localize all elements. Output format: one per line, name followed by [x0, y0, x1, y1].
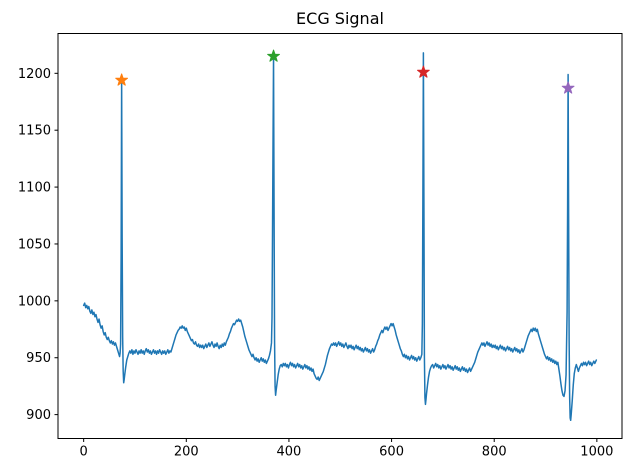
x-tick-label: 0	[80, 445, 88, 460]
x-tick-label: 400	[277, 445, 302, 460]
y-tick-label: 1150	[18, 124, 51, 139]
chart-title: ECG Signal	[296, 9, 384, 28]
r-peak-star-marker	[267, 49, 280, 62]
ecg-signal-line	[82, 52, 598, 422]
plot-area: 0 200 400 600 800 1000 900 950 1000 1050 1100 1150 1…	[18, 33, 623, 460]
x-tick-label: 1000	[580, 445, 613, 460]
y-tick-label: 1200	[18, 67, 51, 82]
y-tick-label: 1000	[18, 294, 51, 309]
r-peak-star-marker	[115, 73, 129, 86]
y-tick-label: 1100	[18, 181, 51, 196]
x-tick-label: 200	[174, 445, 199, 460]
x-tick-label: 600	[379, 445, 404, 460]
r-peak-star-marker	[417, 65, 430, 78]
x-tick-label: 800	[482, 445, 507, 460]
r-peak-star-marker	[561, 81, 575, 94]
y-tick-label: 1050	[18, 237, 51, 252]
axes-spines	[57, 33, 623, 439]
y-tick-label: 900	[26, 408, 51, 423]
y-tick-label: 950	[26, 351, 51, 366]
